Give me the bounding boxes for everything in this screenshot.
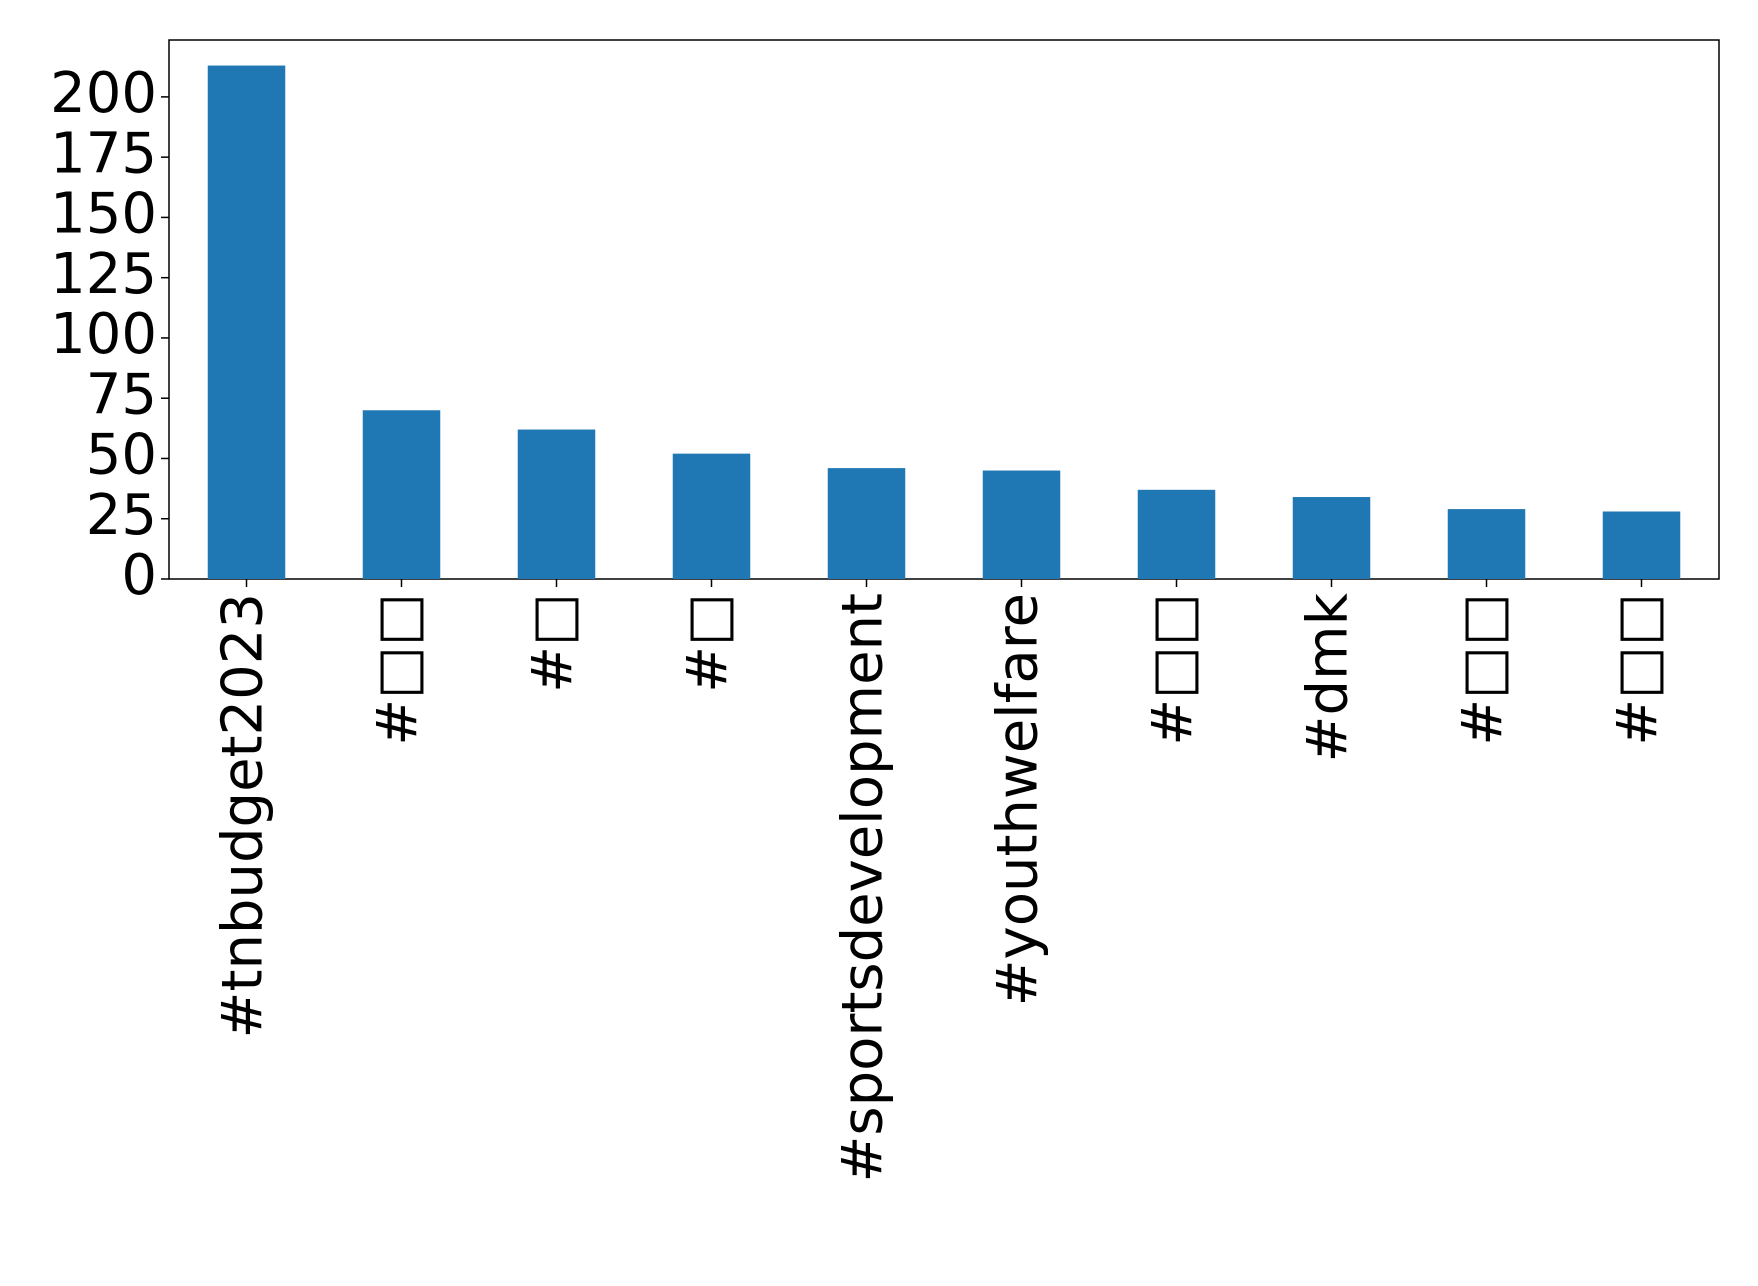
x-tick-label: #□□ bbox=[1606, 593, 1671, 746]
x-tick-label: #youthwelfare bbox=[986, 593, 1051, 1006]
x-tick-label: #sportsdevelopment bbox=[831, 593, 896, 1182]
x-tick-label: #□□ bbox=[1141, 593, 1206, 746]
x-tick-label: #□ bbox=[521, 593, 586, 693]
y-tick-label: 125 bbox=[50, 242, 157, 307]
bar bbox=[1602, 511, 1681, 579]
y-tick-label: 25 bbox=[86, 483, 157, 548]
y-tick-label: 75 bbox=[86, 362, 157, 427]
bar bbox=[517, 429, 596, 579]
y-tick-label: 150 bbox=[50, 182, 157, 247]
bar bbox=[982, 470, 1061, 579]
axes-frame bbox=[168, 39, 1720, 580]
x-tick-label: #□ bbox=[676, 593, 741, 693]
x-tick-label: #□□ bbox=[366, 593, 431, 746]
bar bbox=[207, 65, 286, 579]
y-tick-label: 50 bbox=[86, 423, 157, 488]
y-tick-label: 200 bbox=[50, 61, 157, 126]
bar bbox=[1137, 489, 1216, 579]
bar bbox=[1292, 497, 1371, 579]
x-tick-label: #dmk bbox=[1296, 592, 1361, 762]
y-tick-label: 0 bbox=[121, 543, 157, 608]
bar bbox=[827, 468, 906, 579]
x-tick-label: #□□ bbox=[1451, 593, 1516, 746]
bar bbox=[362, 410, 441, 579]
x-tick-label: #tnbudget2023 bbox=[211, 593, 276, 1038]
bar bbox=[672, 453, 751, 579]
y-tick-label: 175 bbox=[50, 121, 157, 186]
y-tick-label: 100 bbox=[50, 302, 157, 367]
bar bbox=[1447, 509, 1526, 579]
